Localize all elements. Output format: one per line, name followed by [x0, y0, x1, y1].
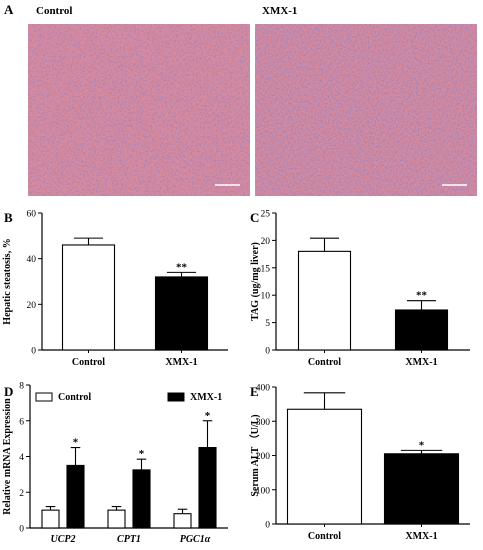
- bar-PGC1α-XMX-1: [198, 447, 217, 529]
- x-tick-label-0: Control: [308, 357, 341, 368]
- significance-UCP2-XMX-1: *: [73, 437, 79, 449]
- y-tick-label-2: 40: [27, 255, 37, 265]
- significance-XMX-1: *: [419, 439, 425, 451]
- bar-Control: [61, 244, 116, 351]
- y-tick-label-0: 0: [265, 521, 270, 531]
- y-axis-label: Serum ALT （U/L): [248, 414, 261, 496]
- panel-a: A Control XMX-1: [4, 2, 477, 196]
- y-tick-label-4: 400: [256, 384, 271, 394]
- y-tick-label-0: 0: [31, 347, 36, 357]
- micrograph-label-control: Control: [36, 5, 72, 17]
- y-axis-label: TAG (ug/mg liver): [250, 242, 261, 321]
- y-tick-label-3: 6: [19, 417, 24, 427]
- y-tick-label-1: 20: [27, 301, 37, 311]
- panel-c-letter: C: [250, 210, 259, 225]
- x-tick-label-0: UCP2: [51, 534, 76, 545]
- y-axis-label: Relative mRNA Expression: [2, 398, 13, 515]
- panel-c-chart: C 0 5 10 15 20 25 TAG (ug/mg liver) Control ** XM…: [250, 210, 470, 368]
- y-tick-label-1: 5: [265, 319, 270, 329]
- legend-swatch-XMX-1: [167, 392, 185, 402]
- x-tick-label-1: CPT1: [117, 534, 141, 545]
- y-axis-label: Hepatic steatosis, %: [2, 238, 13, 324]
- y-tick-label-0: 0: [265, 347, 270, 357]
- micrograph-label-xmx1: XMX-1: [262, 5, 297, 17]
- bar-UCP2-Control: [41, 509, 60, 529]
- bar-XMX-1: [383, 453, 460, 525]
- x-tick-label-0: Control: [308, 531, 341, 542]
- x-tick-label-1: XMX-1: [405, 357, 437, 368]
- panel-d-chart: D 0 2 4 6 8 Relative mRNA Expression * UCP2 * CPT…: [2, 382, 228, 545]
- bar-UCP2-XMX-1: [66, 464, 85, 529]
- significance-PGC1α-XMX-1: *: [205, 410, 211, 422]
- x-tick-label-2: PGC1α: [180, 534, 211, 545]
- x-tick-label-1: XMX-1: [405, 531, 437, 542]
- panel-e-chart: E 0 100 200 300 400 Serum ALT （U/L) Control * XM…: [248, 384, 470, 542]
- bar-XMX-1: [154, 276, 209, 351]
- x-tick-label-0: Control: [72, 357, 105, 368]
- significance-XMX-1: **: [416, 290, 428, 302]
- y-tick-label-2: 4: [19, 453, 24, 463]
- micrograph-control: [28, 24, 250, 196]
- x-tick-label-1: XMX-1: [165, 357, 197, 368]
- panel-e-letter: E: [250, 384, 259, 399]
- y-tick-label-1: 100: [256, 486, 271, 496]
- bar-Control: [286, 408, 363, 525]
- y-tick-label-4: 20: [261, 237, 271, 247]
- legend-label-XMX-1: XMX-1: [190, 392, 222, 403]
- significance-XMX-1: **: [176, 261, 188, 273]
- panel-a-letter: A: [4, 2, 14, 17]
- panel-b-letter: B: [4, 210, 13, 225]
- bar-PGC1α-Control: [173, 513, 192, 529]
- y-tick-label-3: 15: [261, 264, 271, 274]
- bar-Control: [297, 250, 352, 351]
- y-tick-label-2: 10: [261, 292, 271, 302]
- y-tick-label-3: 300: [256, 418, 271, 428]
- panel-d-letter: D: [4, 384, 13, 399]
- y-tick-label-2: 200: [256, 452, 271, 462]
- legend-swatch-Control: [35, 392, 53, 402]
- micrograph-xmx1-nuclei: [255, 24, 477, 196]
- y-tick-label-4: 8: [19, 382, 24, 392]
- y-tick-label-3: 60: [27, 210, 37, 220]
- micrograph-xmx1: [255, 24, 477, 196]
- bar-CPT1-Control: [107, 509, 126, 529]
- y-tick-label-0: 0: [19, 525, 24, 535]
- panel-b-chart: B 0 20 40 60 Hepatic steatosis, % Control ** XM…: [2, 210, 228, 368]
- legend-label-Control: Control: [58, 392, 91, 403]
- bar-XMX-1: [394, 309, 449, 351]
- bar-CPT1-XMX-1: [132, 469, 151, 529]
- micrograph-control-nuclei: [28, 24, 250, 196]
- y-tick-label-5: 25: [261, 210, 271, 220]
- y-tick-label-1: 2: [19, 489, 24, 499]
- significance-CPT1-XMX-1: *: [139, 448, 145, 460]
